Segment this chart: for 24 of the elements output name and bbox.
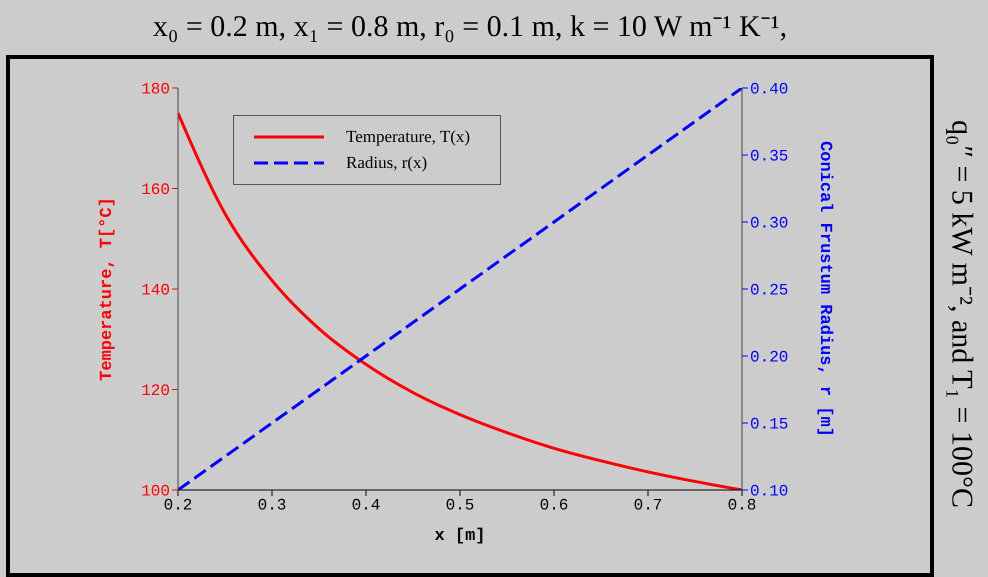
y2-axis-title: Conical Frustum Radius, r [m] <box>814 141 834 437</box>
x-tick-label: 0.3 <box>258 496 286 514</box>
y2-tick-label: 0.20 <box>750 348 788 367</box>
y-tick-label: 140 <box>141 282 170 300</box>
y-axis-title: Temperature, T[°C] <box>98 197 118 381</box>
x-tick-label: 0.8 <box>728 496 756 514</box>
x-tick-label: 0.6 <box>540 496 568 514</box>
x-tick-label: 0.2 <box>164 496 192 514</box>
y-tick-label: 160 <box>141 181 170 200</box>
x-tick-label: 0.5 <box>446 496 474 514</box>
x-tick-label: 0.4 <box>352 496 380 514</box>
y2-tick-label: 0.35 <box>750 148 788 166</box>
y2-tick-label: 0.25 <box>750 282 788 300</box>
legend-label: Radius, r(x) <box>346 153 428 173</box>
y-tick-label: 180 <box>141 80 170 99</box>
text: q₀″ = 5 kW m⁻², and T₁ = 100°C <box>944 120 980 508</box>
chart-title: x₀ = 0.2 m, x₁ = 0.8 m, r₀ = 0.1 m, k = 10 W m⁻¹ K⁻¹, <box>152 9 788 45</box>
x-tick-label: 0.7 <box>634 496 662 514</box>
y2-tick-label: 0.40 <box>750 80 788 99</box>
x-axis-title: x [m] <box>434 527 486 546</box>
y-tick-label: 120 <box>141 382 170 400</box>
y2-tick-label: 0.15 <box>750 416 788 434</box>
y2-tick-label: 0.30 <box>750 214 788 233</box>
legend-label: Temperature, T(x) <box>346 127 470 147</box>
